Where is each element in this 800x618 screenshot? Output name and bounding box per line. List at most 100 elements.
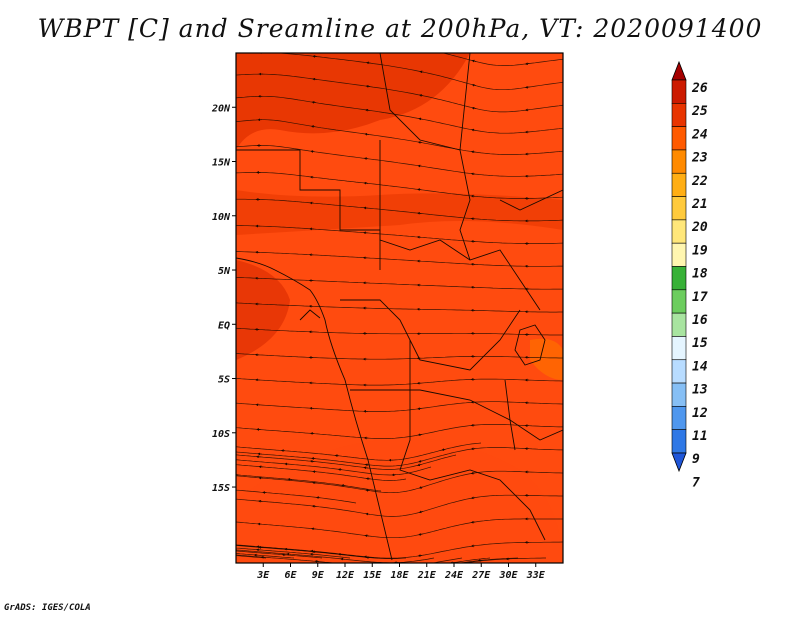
streamline	[236, 119, 563, 155]
streamline-arrow	[365, 512, 370, 516]
colorbar-label: 16	[692, 313, 708, 328]
lon-tick-label: 27E	[471, 570, 491, 581]
colorbar-label: 17	[692, 290, 708, 305]
colorbar-label: 26	[691, 81, 708, 96]
streamline	[236, 225, 563, 244]
lon-tick-label: 21E	[417, 570, 437, 581]
colorbar-label: 20	[691, 220, 708, 235]
colorbar-label: 18	[692, 267, 708, 282]
lon-tick-label: 3E	[256, 570, 270, 581]
streamline	[236, 327, 563, 336]
colorbar-swatch	[671, 382, 687, 407]
colorbar-label: 14	[692, 359, 708, 374]
border-central-1	[379, 140, 541, 311]
streamline-arrow	[311, 101, 316, 104]
border-gulf	[299, 309, 321, 321]
streamline	[236, 145, 563, 177]
streamline-arrow	[418, 532, 423, 536]
streamline-arrow	[310, 150, 315, 153]
colorbar-label: 12	[692, 406, 708, 421]
lat-tick-label: 15N	[212, 158, 231, 169]
streamline	[236, 494, 563, 517]
streamline-arrow	[417, 463, 422, 467]
streamline-arrow	[418, 510, 424, 514]
streamline	[236, 424, 563, 439]
streamline-arrow	[441, 448, 446, 451]
streamline-arrow	[418, 117, 423, 121]
colorbar-swatch	[671, 126, 687, 151]
colorbar-swatch	[671, 289, 687, 314]
streamline-arrow	[422, 562, 426, 563]
streamline-arrow	[471, 59, 476, 63]
colorbar-swatch	[671, 196, 687, 221]
chart-title: WBPT [C] and Sreamline at 200hPa, VT: 20…	[37, 14, 763, 43]
streamline-arrow	[417, 433, 422, 437]
streamline	[236, 302, 563, 313]
streamline	[236, 489, 357, 504]
streamline	[236, 442, 482, 461]
streamline	[236, 198, 563, 222]
lat-tick-label: 5S	[218, 375, 230, 386]
streamline	[236, 459, 432, 476]
streamline	[236, 73, 563, 113]
streamline-arrow	[419, 70, 424, 74]
border-south-2	[399, 340, 546, 541]
border-north-1	[379, 53, 471, 151]
lon-tick-label: 18E	[390, 570, 409, 581]
streamline-arrow	[364, 132, 369, 136]
streamline	[236, 251, 563, 267]
streamline	[236, 53, 563, 91]
field-patch-west	[236, 260, 290, 360]
streamline	[236, 550, 323, 559]
colorbar-swatch	[671, 172, 687, 197]
streamline-arrow	[418, 486, 424, 489]
colorbar-swatch	[671, 79, 687, 104]
colorbar-swatch	[671, 359, 687, 384]
lake-victoria	[514, 324, 546, 366]
streamline-arrow	[417, 141, 423, 144]
lon-tick-label: 30E	[498, 570, 518, 581]
streamline-arrow	[470, 496, 476, 500]
field-patch-south	[236, 438, 563, 563]
colorbar-swatch	[671, 429, 687, 454]
colorbar-swatch	[671, 149, 687, 174]
streamline	[236, 377, 563, 386]
streamline-arrow	[310, 125, 316, 128]
streamline	[236, 474, 382, 492]
colorbar: 26 25 24 23 22 21 20 19 18 17 16 15 14 13 12 11 9 7	[671, 60, 708, 490]
field-patch-10n	[236, 190, 563, 235]
colorbar-label: 25	[691, 104, 708, 119]
border-east-2	[459, 149, 471, 261]
lat-tick-label: 20N	[211, 103, 231, 114]
colorbar-label: 7	[692, 475, 700, 490]
footer-credit: GrADS: IGES/COLA	[4, 603, 91, 613]
colorbar-label: 19	[692, 243, 708, 258]
lon-tick-label: 33E	[526, 570, 546, 581]
colorbar-label: 23	[691, 151, 708, 166]
field-patch-north	[236, 53, 470, 150]
lon-tick-label: 24E	[444, 570, 464, 581]
lat-tick-label: 10N	[212, 212, 231, 223]
colorbar-arrow-bottom	[671, 452, 687, 473]
country-borders	[236, 53, 563, 561]
border-south-1	[350, 389, 563, 441]
colorbar-swatch	[671, 312, 687, 337]
lake-tanganyika	[504, 379, 516, 451]
colorbar-arrow-top	[671, 60, 687, 81]
streamline-arrow	[420, 48, 423, 49]
colorbar-swatch	[671, 406, 687, 430]
lon-tick-label: 9E	[312, 570, 325, 581]
streamline	[236, 518, 563, 539]
streamline	[236, 555, 267, 559]
lat-tick-label: EQ	[218, 320, 230, 331]
colorbar-swatch	[671, 266, 687, 291]
lon-axis: 3E 6E 9E 12E 15E 18E 21E 24E 27E 30E 33E	[256, 563, 546, 581]
streamline	[236, 554, 463, 563]
streamline	[236, 276, 563, 290]
wbpt-field	[236, 48, 563, 563]
colorbar-label: 24	[691, 127, 708, 142]
colorbar-label: 13	[692, 383, 708, 398]
streamline-arrow	[471, 83, 476, 87]
lon-tick-label: 12E	[336, 570, 355, 581]
lat-tick-label: 10S	[212, 429, 230, 440]
